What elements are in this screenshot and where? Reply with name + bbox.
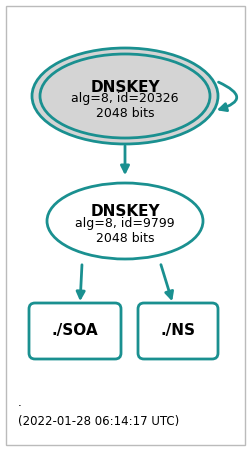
FancyArrowPatch shape	[160, 265, 172, 299]
Ellipse shape	[47, 183, 202, 259]
FancyBboxPatch shape	[138, 303, 217, 359]
Text: alg=8, id=20326
2048 bits: alg=8, id=20326 2048 bits	[71, 92, 178, 120]
Text: .: .	[18, 396, 22, 410]
Ellipse shape	[40, 54, 209, 138]
Text: alg=8, id=9799
2048 bits: alg=8, id=9799 2048 bits	[75, 217, 174, 245]
Text: (2022-01-28 06:14:17 UTC): (2022-01-28 06:14:17 UTC)	[18, 414, 178, 428]
Text: ./NS: ./NS	[160, 323, 195, 339]
FancyArrowPatch shape	[218, 82, 236, 110]
FancyArrowPatch shape	[121, 146, 128, 172]
Ellipse shape	[32, 48, 217, 144]
FancyBboxPatch shape	[29, 303, 120, 359]
Text: DNSKEY: DNSKEY	[90, 204, 159, 220]
Text: ./SOA: ./SOA	[52, 323, 98, 339]
Text: DNSKEY: DNSKEY	[90, 79, 159, 95]
FancyArrowPatch shape	[77, 265, 84, 298]
